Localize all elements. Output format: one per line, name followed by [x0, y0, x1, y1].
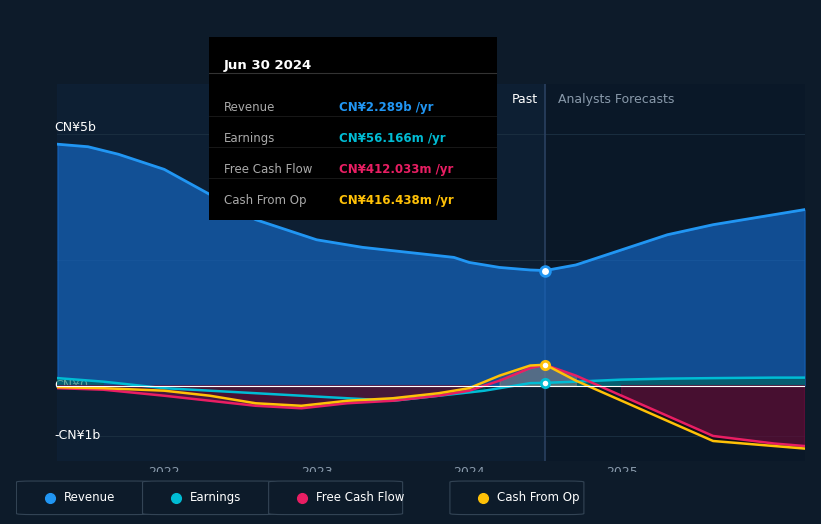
Text: Jun 30 2024: Jun 30 2024 — [224, 59, 312, 72]
FancyBboxPatch shape — [143, 481, 277, 515]
Text: Analysts Forecasts: Analysts Forecasts — [557, 93, 674, 106]
Text: Revenue: Revenue — [224, 101, 275, 114]
Text: CN¥0: CN¥0 — [54, 379, 89, 392]
Text: Earnings: Earnings — [190, 492, 241, 504]
Text: Revenue: Revenue — [64, 492, 115, 504]
Text: Earnings: Earnings — [224, 132, 275, 145]
Text: Cash From Op: Cash From Op — [498, 492, 580, 504]
Bar — [545, 84, 805, 461]
Text: CN¥5b: CN¥5b — [54, 121, 96, 134]
FancyBboxPatch shape — [16, 481, 150, 515]
Text: Cash From Op: Cash From Op — [224, 194, 306, 208]
Text: -CN¥1b: -CN¥1b — [54, 430, 101, 442]
Text: CN¥56.166m /yr: CN¥56.166m /yr — [338, 132, 445, 145]
FancyBboxPatch shape — [450, 481, 584, 515]
Text: CN¥412.033m /yr: CN¥412.033m /yr — [338, 163, 453, 176]
Text: Past: Past — [511, 93, 538, 106]
Text: CN¥2.289b /yr: CN¥2.289b /yr — [338, 101, 433, 114]
Text: Free Cash Flow: Free Cash Flow — [316, 492, 404, 504]
Bar — [57, 84, 545, 461]
FancyBboxPatch shape — [268, 481, 402, 515]
Text: CN¥416.438m /yr: CN¥416.438m /yr — [338, 194, 453, 208]
Text: Free Cash Flow: Free Cash Flow — [224, 163, 312, 176]
